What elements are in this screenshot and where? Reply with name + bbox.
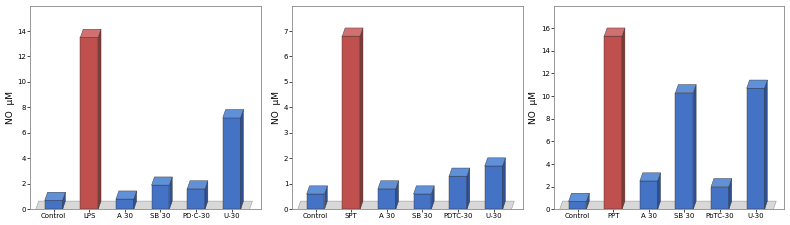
Polygon shape bbox=[98, 29, 101, 209]
Polygon shape bbox=[134, 191, 137, 209]
Polygon shape bbox=[205, 181, 208, 209]
Polygon shape bbox=[342, 28, 363, 36]
Polygon shape bbox=[502, 158, 506, 209]
Bar bbox=[711, 187, 729, 209]
Polygon shape bbox=[325, 186, 327, 209]
Polygon shape bbox=[640, 173, 660, 181]
Polygon shape bbox=[694, 85, 696, 209]
Polygon shape bbox=[765, 80, 767, 209]
Polygon shape bbox=[569, 193, 589, 201]
Polygon shape bbox=[485, 158, 506, 166]
Polygon shape bbox=[169, 177, 172, 209]
Bar bbox=[152, 185, 169, 209]
Y-axis label: NO  μM: NO μM bbox=[6, 91, 14, 124]
Polygon shape bbox=[45, 192, 66, 200]
Bar bbox=[485, 166, 502, 209]
Polygon shape bbox=[747, 80, 767, 88]
Polygon shape bbox=[241, 109, 243, 209]
Polygon shape bbox=[187, 181, 208, 189]
Bar bbox=[747, 88, 765, 209]
Polygon shape bbox=[396, 181, 399, 209]
Polygon shape bbox=[116, 191, 137, 199]
Bar bbox=[450, 176, 467, 209]
Bar bbox=[116, 199, 134, 209]
Polygon shape bbox=[560, 201, 777, 209]
Polygon shape bbox=[586, 193, 589, 209]
Bar bbox=[307, 194, 325, 209]
Y-axis label: NO  μM: NO μM bbox=[529, 91, 539, 124]
Bar bbox=[187, 189, 205, 209]
Polygon shape bbox=[622, 28, 625, 209]
Bar bbox=[675, 93, 694, 209]
Polygon shape bbox=[223, 109, 243, 118]
Polygon shape bbox=[467, 168, 470, 209]
Polygon shape bbox=[62, 192, 66, 209]
Polygon shape bbox=[298, 201, 514, 209]
Polygon shape bbox=[729, 178, 732, 209]
Polygon shape bbox=[431, 186, 435, 209]
Y-axis label: NO  μM: NO μM bbox=[272, 91, 281, 124]
Polygon shape bbox=[604, 28, 625, 36]
Polygon shape bbox=[36, 201, 252, 209]
Polygon shape bbox=[152, 177, 172, 185]
Polygon shape bbox=[450, 168, 470, 176]
Bar bbox=[81, 37, 98, 209]
Polygon shape bbox=[378, 181, 399, 189]
Bar bbox=[45, 200, 62, 209]
Polygon shape bbox=[675, 85, 696, 93]
Bar bbox=[604, 36, 622, 209]
Bar bbox=[378, 189, 396, 209]
Bar bbox=[413, 194, 431, 209]
Bar bbox=[342, 36, 360, 209]
Bar bbox=[223, 118, 241, 209]
Polygon shape bbox=[657, 173, 660, 209]
Polygon shape bbox=[360, 28, 363, 209]
Polygon shape bbox=[711, 178, 732, 187]
Bar bbox=[640, 181, 657, 209]
Polygon shape bbox=[81, 29, 101, 37]
Bar bbox=[569, 201, 586, 209]
Polygon shape bbox=[413, 186, 435, 194]
Polygon shape bbox=[307, 186, 327, 194]
